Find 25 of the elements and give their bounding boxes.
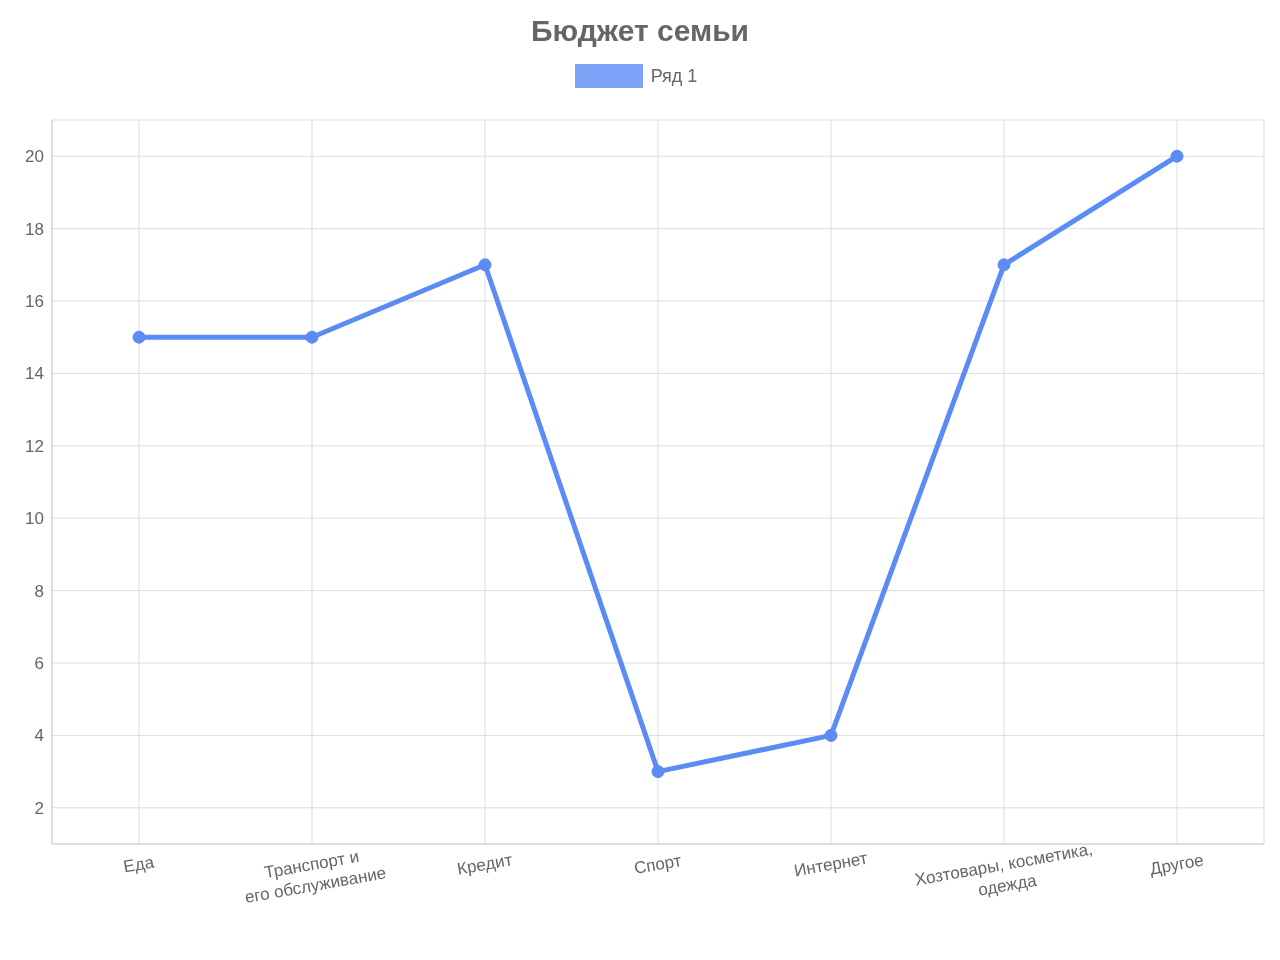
point bbox=[997, 258, 1011, 272]
x-tick-label: Еда bbox=[121, 852, 157, 877]
point bbox=[651, 765, 665, 779]
point bbox=[1170, 149, 1184, 163]
y-tick-label: 14 bbox=[25, 364, 44, 384]
x-tick-label: Другое bbox=[1148, 850, 1205, 879]
y-tick-label: 12 bbox=[25, 436, 44, 456]
y-tick-label: 4 bbox=[34, 726, 44, 746]
y-tick-label: 18 bbox=[25, 219, 44, 239]
y-tick-label: 8 bbox=[34, 581, 44, 601]
y-tick-label: 20 bbox=[25, 147, 44, 167]
x-tick-label: Кредит bbox=[455, 850, 514, 879]
x-tick-label: Интернет bbox=[792, 848, 870, 881]
y-tick-label: 16 bbox=[25, 292, 44, 312]
point bbox=[132, 330, 146, 344]
y-tick-label: 6 bbox=[34, 654, 44, 674]
chart-title: Бюджет семьи bbox=[529, 14, 751, 49]
point bbox=[478, 258, 492, 272]
point bbox=[305, 330, 319, 344]
legend-label: Ряд 1 bbox=[649, 64, 698, 88]
x-tick-label: Хозтовары, косметика, одежда bbox=[913, 839, 1095, 900]
y-tick-label: 10 bbox=[25, 509, 44, 529]
y-tick-label: 2 bbox=[34, 798, 44, 818]
x-tick-label: Спорт bbox=[632, 850, 684, 879]
point bbox=[824, 728, 838, 742]
